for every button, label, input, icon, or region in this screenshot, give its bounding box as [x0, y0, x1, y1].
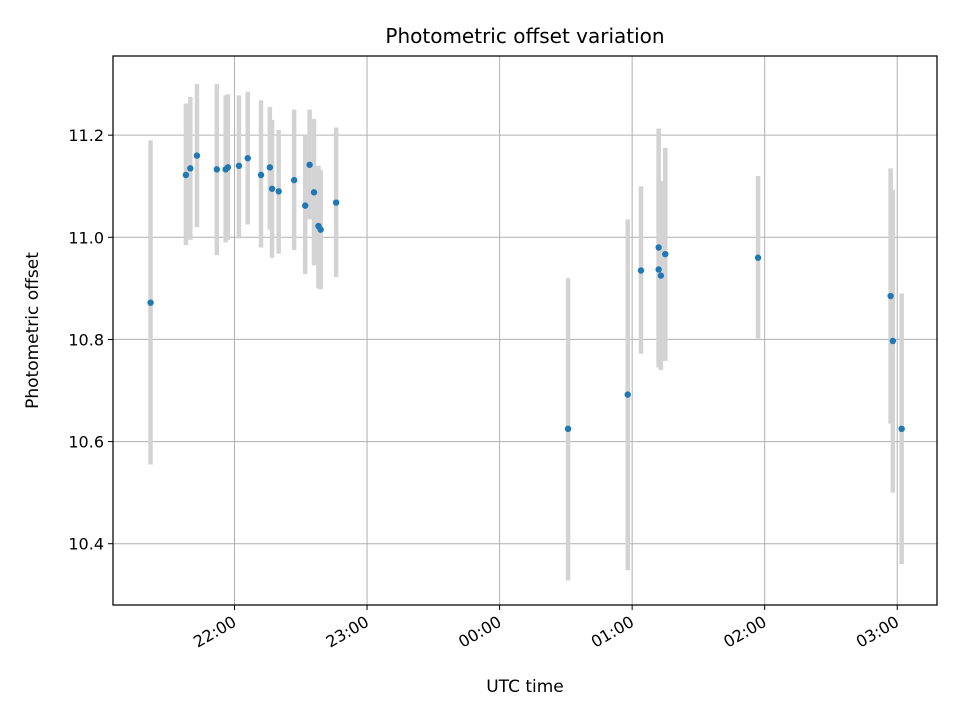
data-point: [275, 188, 282, 195]
data-point: [290, 176, 298, 184]
y-tick-label: 10.6: [68, 433, 104, 452]
x-tick-label: 23:00: [323, 612, 372, 652]
grid-layer: [113, 56, 937, 605]
tick-layer: 22:00 23:00 00:00 01:00 02:00 03:00 10.4 10.6 10…: [68, 126, 902, 651]
data-point: [754, 254, 762, 261]
data-point: [898, 425, 905, 433]
data-point: [301, 202, 309, 209]
data-point: [187, 165, 194, 172]
data-point: [317, 226, 324, 233]
data-point: [213, 166, 221, 173]
chart-title: Photometric offset variation: [385, 24, 664, 48]
x-tick-label: 00:00: [455, 612, 504, 652]
data-point: [564, 425, 572, 433]
data-point: [655, 266, 662, 273]
y-tick-label: 10.8: [68, 330, 104, 349]
data-point: [193, 152, 201, 159]
data-point: [244, 154, 251, 162]
errorbar-layer: [148, 84, 904, 581]
x-tick-label: 22:00: [190, 612, 239, 652]
y-axis-title: Photometric offset: [23, 252, 43, 409]
data-point: [257, 171, 265, 179]
x-axis-title: UTC time: [486, 677, 564, 697]
data-point: [266, 164, 274, 171]
x-tick-label: 03:00: [853, 612, 902, 652]
data-point: [147, 299, 154, 306]
data-point: [624, 391, 631, 398]
data-point: [224, 164, 232, 171]
y-tick-label: 10.4: [68, 535, 104, 554]
data-point: [235, 162, 243, 169]
data-point: [889, 337, 897, 345]
data-point: [310, 189, 318, 196]
x-tick-label: 02:00: [720, 612, 769, 652]
data-point: [182, 171, 190, 179]
y-tick-label: 11.2: [68, 126, 104, 145]
x-tick-label: 01:00: [588, 612, 637, 652]
data-point: [662, 250, 669, 258]
data-point: [332, 199, 340, 206]
plot-frame: [112, 55, 938, 606]
data-point: [268, 185, 276, 192]
data-point: [306, 161, 313, 168]
data-point: [887, 292, 894, 300]
data-point: [655, 244, 662, 251]
data-point: [657, 272, 665, 279]
data-point: [637, 267, 645, 274]
y-tick-label: 11.0: [68, 228, 104, 247]
data-point-layer: [147, 152, 905, 433]
